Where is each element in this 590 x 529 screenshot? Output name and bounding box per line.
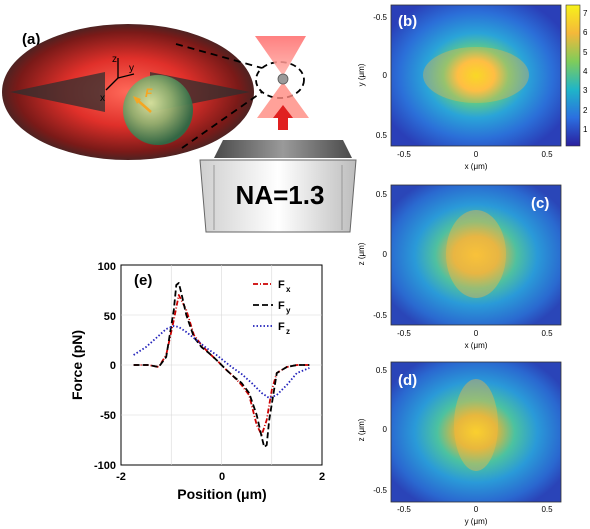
cbar-tick-6: 6: [583, 28, 588, 37]
ytick-e-neg50: -50: [100, 410, 116, 422]
map-panel-c: (c) 0.5 0 -0.5 -0.5 0 0.5 x (μm) z (μm): [357, 184, 562, 350]
na-label: NA=1.3: [236, 180, 325, 210]
xtick-e-2: 2: [319, 471, 325, 483]
map-panel-b: (b) -0.5 0 0.5 -0.5 0 0.5 x (μm) y (μm): [357, 4, 562, 171]
ytick-b-1: 0: [383, 71, 388, 80]
colorbar-gradient: [565, 4, 581, 147]
ytick-e-neg100: -100: [94, 460, 116, 472]
axis-z-label: z: [112, 54, 117, 65]
cbar-tick-4: 4: [583, 67, 588, 76]
ytick-d-1: 0: [383, 425, 388, 434]
panel-label-b: (b): [398, 13, 417, 30]
legend-fz-main: F: [278, 321, 285, 333]
xlabel-c: x (μm): [465, 341, 488, 350]
intensity-map-xy: [391, 5, 561, 146]
xtick-b-2: 0.5: [541, 150, 553, 159]
xtick-b-1: 0: [474, 150, 479, 159]
colorbar: 7 6 5 4 3 2 1: [565, 4, 588, 147]
xlabel-b: x (μm): [465, 162, 488, 171]
ylabel-c: z (μm): [357, 242, 366, 265]
ytick-e-0: 0: [110, 360, 116, 372]
series-line-fy: [133, 282, 310, 448]
force-arrow-head: [133, 96, 141, 104]
ytick-b-2: 0.5: [376, 131, 388, 140]
axis-x-label: x: [100, 93, 105, 104]
ytick-e-100: 100: [98, 261, 116, 273]
panel-label-a: (a): [22, 31, 40, 48]
particle-sphere: [123, 75, 193, 145]
objective-top: [214, 140, 352, 158]
xtick-c-1: 0: [474, 329, 479, 338]
xtick-e-neg2: -2: [116, 471, 126, 483]
ytick-c-1: 0: [383, 250, 388, 259]
cbar-tick-2: 2: [583, 106, 588, 115]
x-axis-arrow: [105, 77, 119, 91]
hotspot-d: [454, 379, 498, 471]
ytick-c-2: -0.5: [373, 311, 387, 320]
intensity-map-yz: [391, 362, 561, 502]
xtick-d-2: 0.5: [541, 505, 553, 514]
map-panel-d: (d) 0.5 0 -0.5 -0.5 0 0.5 y (μm) z (μm): [357, 361, 562, 526]
ytick-e-50: 50: [104, 311, 116, 323]
xlabel-e: Position (μm): [177, 486, 266, 502]
legend-fx-sub: x: [286, 285, 291, 294]
hotspot-c: [446, 210, 506, 298]
force-chart: (e) F x F y F z 100 50 0 -50 -100 -2 0 2…: [69, 261, 325, 502]
intensity-map-xz: [391, 185, 561, 325]
cbar-tick-3: 3: [583, 86, 588, 95]
legend-fy-main: F: [278, 300, 285, 312]
force-symbol: F: [145, 86, 153, 100]
legend-fz-sub: z: [286, 327, 290, 336]
zoom-line-bottom: [181, 91, 263, 149]
ytick-b-0: -0.5: [373, 13, 387, 22]
ylabel-d: z (μm): [357, 418, 366, 441]
cbar-tick-5: 5: [583, 48, 588, 57]
schematic-panel: (a) z y x F NA=1.3: [2, 24, 357, 233]
beam-lower: [257, 82, 309, 118]
beam-arrow-shaft: [278, 118, 288, 130]
axis-y-label: y: [129, 63, 134, 74]
ylabel-b: y (μm): [357, 63, 366, 86]
legend-fx-main: F: [278, 279, 285, 291]
hotspot-b: [423, 47, 529, 103]
xtick-b-0: -0.5: [397, 150, 411, 159]
trapped-bead: [277, 73, 289, 85]
dark-lobe-left: [10, 72, 105, 112]
cbar-tick-7: 7: [583, 9, 588, 18]
cbar-tick-1: 1: [583, 125, 588, 134]
xtick-c-0: -0.5: [397, 329, 411, 338]
xtick-c-2: 0.5: [541, 329, 553, 338]
beam-arrow-head: [273, 105, 293, 118]
y-axis-arrow: [117, 73, 135, 79]
panel-label-e: (e): [134, 272, 152, 289]
ytick-d-2: -0.5: [373, 486, 387, 495]
zoom-line-top: [175, 43, 263, 69]
panel-label-d: (d): [398, 372, 417, 389]
xtick-e-0: 0: [219, 471, 225, 483]
legend-fy-sub: y: [286, 306, 291, 315]
beam-upper: [255, 36, 306, 76]
ytick-c-0: 0.5: [376, 190, 388, 199]
ylabel-e: Force (pN): [69, 330, 85, 400]
xlabel-d: y (μm): [465, 517, 488, 526]
panel-label-c: (c): [531, 195, 549, 212]
xtick-d-0: -0.5: [397, 505, 411, 514]
series-line-fz: [133, 325, 310, 399]
xtick-d-1: 0: [474, 505, 479, 514]
series-group: [133, 282, 310, 448]
ytick-d-0: 0.5: [376, 366, 388, 375]
legend: F x F y F z: [253, 279, 291, 336]
objective-body: [199, 159, 357, 233]
